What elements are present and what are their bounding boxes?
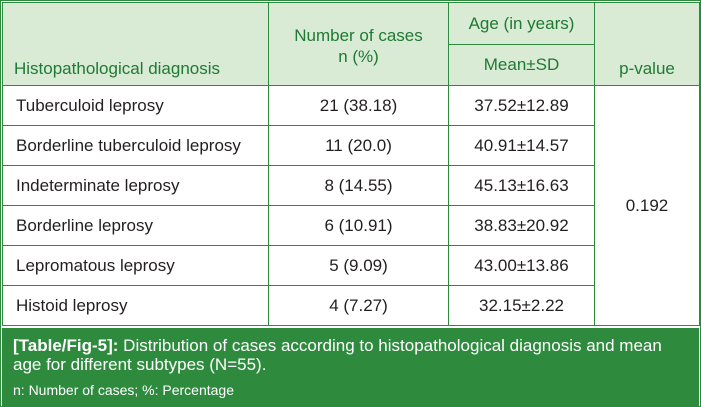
cell-age: 37.52±12.89 <box>448 85 595 126</box>
cell-diagnosis: Borderline leprosy <box>2 205 269 246</box>
cell-diagnosis: Indeterminate leprosy <box>2 165 269 206</box>
caption-text-block: [Table/Fig-5]: Distribution of cases acc… <box>13 336 693 374</box>
caption-text: Distribution of cases according to histo… <box>13 336 662 374</box>
cell-cases: 21 (38.18) <box>268 85 449 126</box>
cell-cases: 5 (9.09) <box>268 245 449 286</box>
header-number-of-cases: Number of cases n (%) <box>268 2 449 86</box>
cell-age: 38.83±20.92 <box>448 205 595 246</box>
header-cases-line1: Number of cases <box>294 26 423 45</box>
table-row: Borderline tuberculoid leprosy 11 (20.0)… <box>2 125 700 166</box>
cell-cases: 6 (10.91) <box>268 205 449 246</box>
header-age: Age (in years) <box>448 2 595 45</box>
header-diagnosis: Histopathological diagnosis <box>2 2 269 86</box>
table-row: Indeterminate leprosy 8 (14.55) 45.13±16… <box>2 165 700 206</box>
caption-label: [Table/Fig-5]: <box>13 336 119 355</box>
cell-cases: 4 (7.27) <box>268 285 449 326</box>
header-cases-line2: n (%) <box>338 47 379 66</box>
header-pvalue: p-value <box>594 2 700 86</box>
caption-note: n: Number of cases; %: Percentage <box>13 382 234 398</box>
data-table: Histopathological diagnosis Number of ca… <box>2 2 700 326</box>
header-age-mean-sd: Mean±SD <box>448 44 595 86</box>
table-row: Lepromatous leprosy 5 (9.09) 43.00±13.86 <box>2 245 700 286</box>
cell-age: 43.00±13.86 <box>448 245 595 286</box>
cell-diagnosis: Borderline tuberculoid leprosy <box>2 125 269 166</box>
cell-cases: 8 (14.55) <box>268 165 449 206</box>
cell-diagnosis: Tuberculoid leprosy <box>2 85 269 126</box>
cell-cases: 11 (20.0) <box>268 125 449 166</box>
table-row: Tuberculoid leprosy 21 (38.18) 37.52±12.… <box>2 85 700 326</box>
table-row: Borderline leprosy 6 (10.91) 38.83±20.92 <box>2 205 700 246</box>
cell-age: 45.13±16.63 <box>448 165 595 206</box>
cell-age: 40.91±14.57 <box>448 125 595 166</box>
cell-pvalue: 0.192 <box>594 85 700 326</box>
cell-diagnosis: Histoid leprosy <box>2 285 269 326</box>
cell-diagnosis: Lepromatous leprosy <box>2 245 269 286</box>
cell-age: 32.15±2.22 <box>448 285 595 326</box>
table-row: Histoid leprosy 4 (7.27) 32.15±2.22 <box>2 285 700 326</box>
figure-caption: [Table/Fig-5]: Distribution of cases acc… <box>2 328 699 406</box>
